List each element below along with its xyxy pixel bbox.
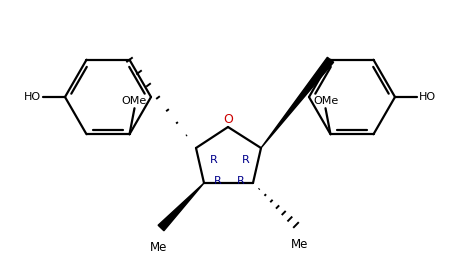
Text: O: O bbox=[223, 112, 233, 126]
Text: R: R bbox=[210, 155, 218, 165]
Text: OMe: OMe bbox=[122, 96, 147, 106]
Text: Me: Me bbox=[291, 238, 308, 251]
Text: Me: Me bbox=[150, 241, 168, 254]
Polygon shape bbox=[158, 183, 204, 231]
Text: HO: HO bbox=[24, 92, 41, 102]
Text: R: R bbox=[242, 155, 250, 165]
Text: OMe: OMe bbox=[313, 96, 338, 106]
Text: HO: HO bbox=[419, 92, 436, 102]
Polygon shape bbox=[261, 57, 334, 148]
Text: R: R bbox=[237, 176, 245, 186]
Text: R: R bbox=[214, 176, 222, 186]
